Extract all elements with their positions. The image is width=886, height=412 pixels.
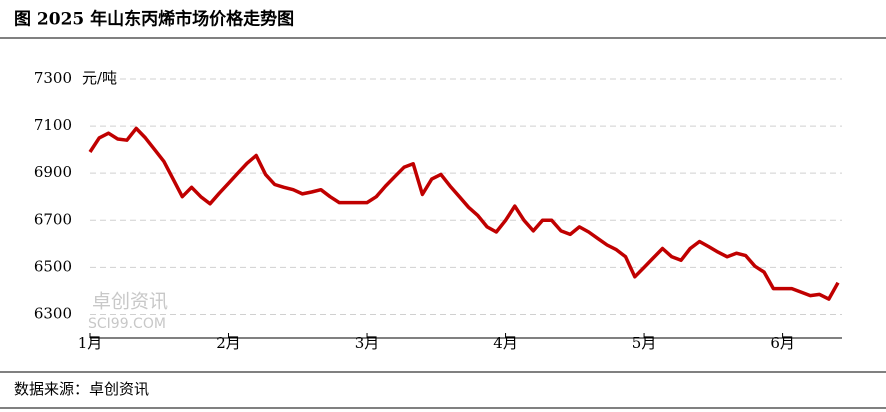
watermark: SCI99.COM: [88, 316, 166, 332]
watermark: 卓创资讯: [92, 291, 168, 313]
x-tick-label: 6月: [770, 334, 795, 352]
y-tick-label: 7300: [34, 69, 72, 87]
x-tick-label: 3月: [355, 334, 380, 352]
x-tick-label: 1月: [78, 334, 103, 352]
y-tick-label: 6300: [34, 304, 72, 322]
x-tick-label: 5月: [632, 334, 657, 352]
y-tick-label: 7100: [34, 116, 72, 134]
chart-title: 图 2025 年山东丙烯市场价格走势图: [14, 9, 294, 30]
price-line: [88, 126, 840, 301]
y-tick-label: 6700: [34, 210, 72, 228]
y-tick-label: 6500: [34, 257, 72, 275]
y-unit: 元/吨: [82, 69, 117, 87]
x-tick-label: 2月: [216, 334, 241, 352]
y-tick-label: 6900: [34, 163, 72, 181]
source: 数据来源：卓创资讯: [14, 380, 149, 398]
x-tick-label: 4月: [493, 334, 518, 352]
